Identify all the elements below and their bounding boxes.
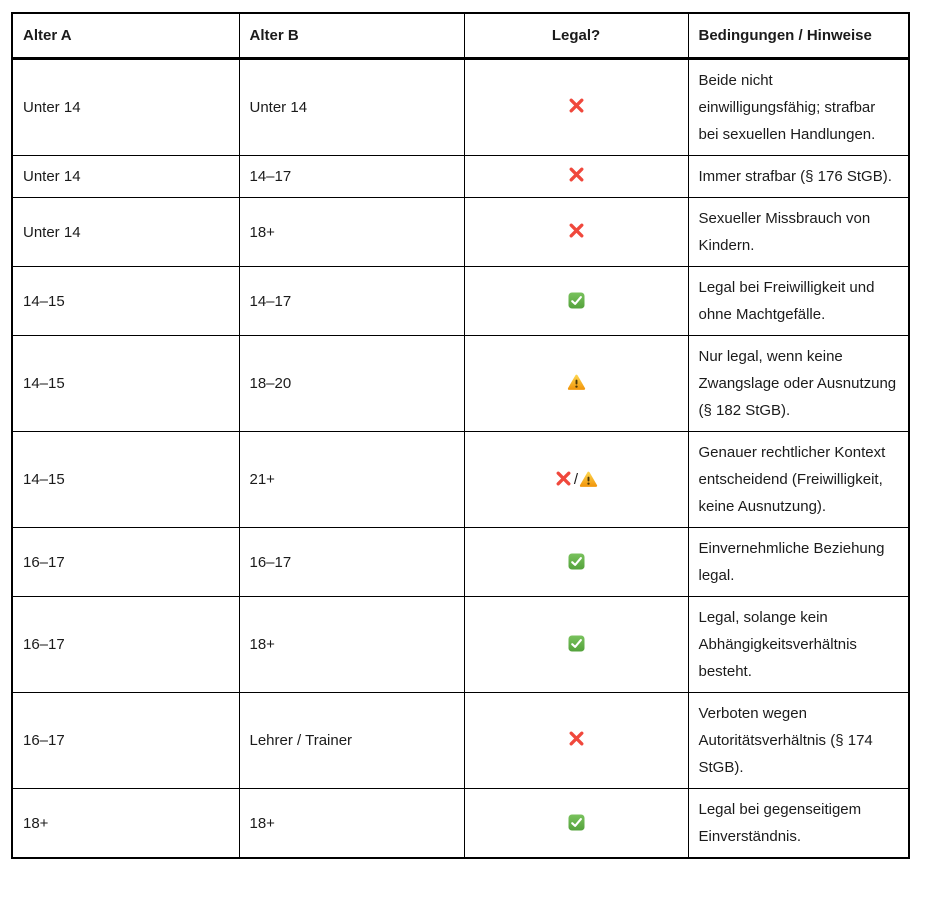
cell-legal-status	[463, 58, 689, 156]
cell-bedingungen: Genauer rechtlicher Kontext entscheidend…	[687, 431, 910, 528]
cell-alter-a: 16–17	[11, 596, 240, 693]
cell-legal-status	[463, 596, 689, 693]
cell-bedingungen: Verboten wegen Autoritätsverhältnis (§ 1…	[687, 692, 910, 789]
cell-bedingungen: Einvernehmliche Beziehung legal.	[687, 527, 910, 597]
table-row: Unter 14 14–17 Immer strafbar (§ 176 StGB)…	[11, 155, 910, 198]
cell-legal-status	[463, 527, 689, 597]
cell-alter-a: 14–15	[11, 335, 240, 432]
table-row: Unter 14 Unter 14 Beide nicht einwilligung…	[11, 58, 910, 156]
cell-alter-a: 16–17	[11, 692, 240, 789]
age-legality-table: Alter A Alter B Legal? Bedingungen / Hin…	[11, 12, 910, 859]
column-header-alter-b: Alter B	[238, 12, 465, 60]
warning-icon	[579, 471, 598, 488]
cell-bedingungen: Legal, solange kein Abhängigkeitsverhält…	[687, 596, 910, 693]
table-header: Alter A Alter B Legal? Bedingungen / Hin…	[11, 12, 910, 60]
cell-bedingungen: Immer strafbar (§ 176 StGB).	[687, 155, 910, 198]
cross-mark-icon	[567, 96, 586, 115]
table-row: 18+ 18+ Legal bei gegenseitigem Einverstän…	[11, 788, 910, 859]
cell-alter-a: Unter 14	[11, 58, 240, 156]
cell-alter-a: 18+	[11, 788, 240, 859]
check-mark-icon	[568, 292, 585, 309]
column-header-legal: Legal?	[463, 12, 689, 60]
cell-alter-b: 14–17	[238, 155, 465, 198]
cell-alter-b: 21+	[238, 431, 465, 528]
cell-bedingungen: Sexueller Missbrauch von Kindern.	[687, 197, 910, 267]
cell-alter-b: 14–17	[238, 266, 465, 336]
cell-alter-a: 14–15	[11, 431, 240, 528]
check-mark-icon	[568, 635, 585, 652]
table-row: 16–17 16–17 Einvernehmliche Beziehung lega…	[11, 527, 910, 597]
cell-legal-status	[463, 197, 689, 267]
cell-legal-status	[463, 335, 689, 432]
table-row: 14–15 18–20 Nur legal, wenn keine Zwangsla…	[11, 335, 910, 432]
cell-legal-status	[463, 155, 689, 198]
cell-alter-b: 18–20	[238, 335, 465, 432]
cell-alter-b: 18+	[238, 596, 465, 693]
cell-alter-a: Unter 14	[11, 155, 240, 198]
cross-mark-icon	[567, 729, 586, 748]
cell-alter-b: 18+	[238, 788, 465, 859]
cell-legal-status: /	[463, 431, 689, 528]
warning-icon	[567, 374, 586, 391]
cell-alter-b: Lehrer / Trainer	[238, 692, 465, 789]
table-row: 16–17 18+ Legal, solange kein Abhängigkeit…	[11, 596, 910, 693]
cell-legal-status	[463, 692, 689, 789]
column-header-alter-a: Alter A	[11, 12, 240, 60]
table-row: 14–15 21+ / Genauer rechtlicher Kontext ent…	[11, 431, 910, 528]
table-row: 14–15 14–17 Legal bei Freiwilligkeit und o…	[11, 266, 910, 336]
table-row: 16–17 Lehrer / Trainer Verboten wegen Auto…	[11, 692, 910, 789]
cell-alter-a: Unter 14	[11, 197, 240, 267]
check-mark-icon	[568, 553, 585, 570]
cell-alter-b: Unter 14	[238, 58, 465, 156]
check-mark-icon	[568, 814, 585, 831]
cell-bedingungen: Legal bei Freiwilligkeit und ohne Machtg…	[687, 266, 910, 336]
table-body: Unter 14 Unter 14 Beide nicht einwilligung…	[11, 58, 910, 859]
cell-alter-b: 18+	[238, 197, 465, 267]
cell-bedingungen: Nur legal, wenn keine Zwangslage oder Au…	[687, 335, 910, 432]
cell-bedingungen: Beide nicht einwilligungsfähig; strafbar…	[687, 58, 910, 156]
legal-status-separator: /	[573, 470, 579, 488]
cross-mark-icon	[567, 165, 586, 184]
header-row: Alter A Alter B Legal? Bedingungen / Hin…	[11, 12, 910, 60]
cell-legal-status	[463, 788, 689, 859]
cross-mark-icon	[567, 221, 586, 240]
cell-alter-a: 14–15	[11, 266, 240, 336]
cell-bedingungen: Legal bei gegenseitigem Einverständnis.	[687, 788, 910, 859]
cell-alter-b: 16–17	[238, 527, 465, 597]
cell-legal-status	[463, 266, 689, 336]
column-header-bedingungen: Bedingungen / Hinweise	[687, 12, 910, 60]
cross-mark-icon	[554, 469, 573, 488]
table-row: Unter 14 18+ Sexueller Missbrauch von Kind…	[11, 197, 910, 267]
cell-alter-a: 16–17	[11, 527, 240, 597]
